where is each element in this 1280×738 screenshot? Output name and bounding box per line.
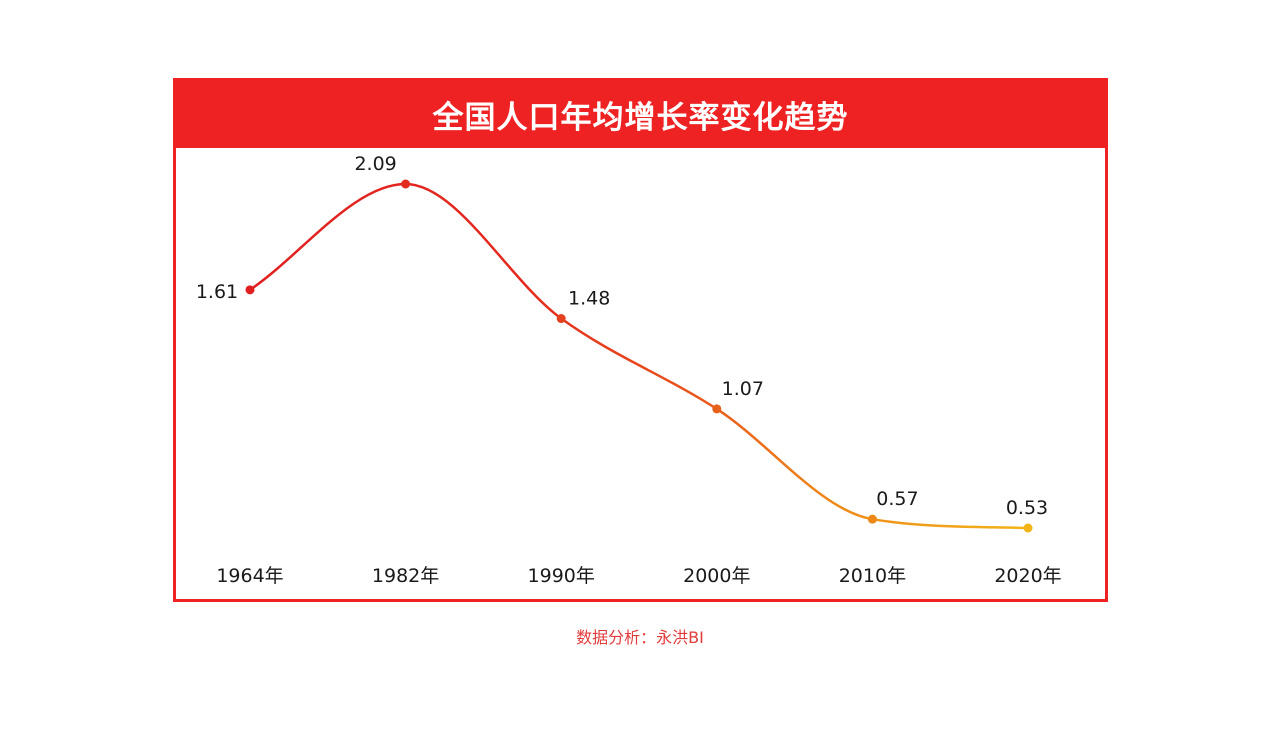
data-point-1 [401, 179, 411, 189]
x-tick-label-0: 1964年 [216, 565, 283, 587]
x-tick-label-1: 1982年 [372, 565, 439, 587]
x-tick-label-5: 2020年 [994, 565, 1061, 587]
data-point-5 [1023, 523, 1033, 533]
chart-frame: 全国人口年均增长率变化趋势 [173, 78, 1108, 602]
x-tick-label-3: 2000年 [683, 565, 750, 587]
data-label-3: 1.07 [722, 378, 764, 400]
data-label-2: 1.48 [568, 288, 610, 310]
x-tick-label-4: 2010年 [839, 565, 906, 587]
data-label-0: 1.61 [196, 281, 238, 303]
data-label-4: 0.57 [876, 488, 918, 510]
data-label-1: 2.09 [354, 153, 396, 175]
data-label-5: 0.53 [1006, 497, 1048, 519]
data-point-0 [245, 285, 255, 295]
data-point-2 [556, 314, 566, 324]
x-tick-label-2: 1990年 [528, 565, 595, 587]
title-bar: 全国人口年均增长率变化趋势 [176, 81, 1105, 148]
data-point-4 [867, 514, 877, 524]
data-point-3 [712, 404, 722, 414]
source-note: 数据分析：永洪BI [576, 628, 704, 647]
series-line [249, 182, 1029, 530]
chart-title: 全国人口年均增长率变化趋势 [432, 100, 849, 136]
